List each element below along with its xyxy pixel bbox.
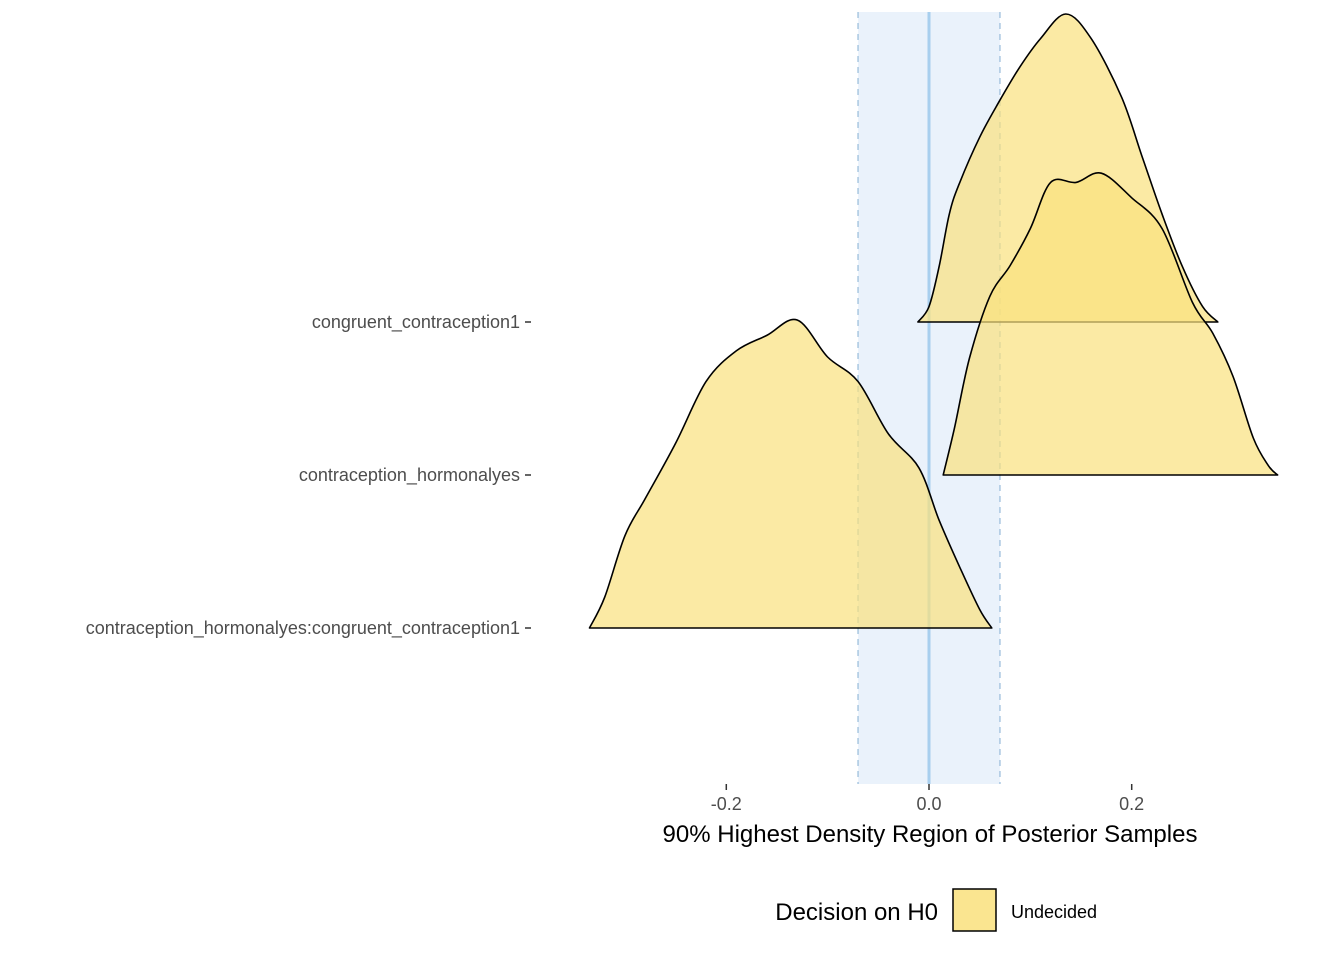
y-tick-label-1: congruent_contraception1 bbox=[312, 312, 520, 333]
x-tick-label-1: -0.2 bbox=[711, 794, 742, 814]
x-axis-title: 90% Highest Density Region of Posterior … bbox=[663, 821, 1198, 848]
x-tick-label-3: 0.2 bbox=[1119, 794, 1144, 814]
y-tick-label-2: contraception_hormonalyes bbox=[299, 465, 520, 486]
density-2 bbox=[942, 171, 1279, 476]
legend-title: Decision on H0 bbox=[775, 899, 938, 926]
y-axis: congruent_contraception1 contraception_ho… bbox=[86, 312, 531, 639]
y-tick-label-3: contraception_hormonalyes:congruent_cont… bbox=[86, 618, 520, 639]
legend-label-undecided: Undecided bbox=[1011, 902, 1097, 922]
legend: Decision on H0 Undecided bbox=[775, 888, 1097, 932]
density-3 bbox=[588, 318, 993, 629]
density-layer bbox=[588, 13, 1279, 629]
x-axis: -0.2 0.0 0.2 bbox=[711, 784, 1144, 814]
legend-key-undecided bbox=[952, 888, 997, 932]
x-tick-label-2: 0.0 bbox=[916, 794, 941, 814]
